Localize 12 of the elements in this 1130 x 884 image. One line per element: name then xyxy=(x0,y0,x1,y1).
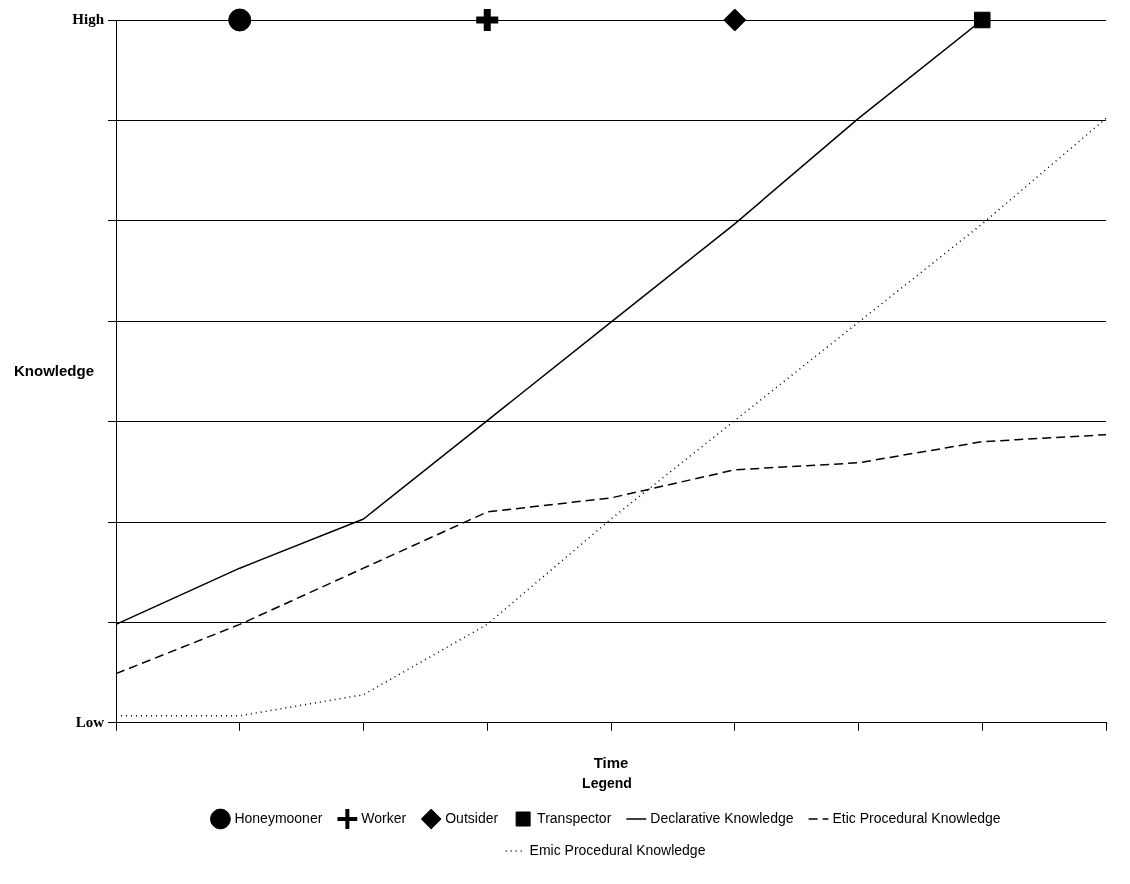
legend-label: Transpector xyxy=(537,809,612,826)
text: Low xyxy=(75,713,105,730)
legend-title: Legend xyxy=(582,775,632,792)
legend-label: Outsider xyxy=(445,809,499,826)
legend-label: Etic Procedural Knowledge xyxy=(832,809,1001,826)
text: High xyxy=(72,10,105,27)
y-axis-title: Knowledge xyxy=(14,361,95,379)
legend-label: Honeymooner xyxy=(234,809,323,826)
x-axis-title: Time xyxy=(593,754,629,772)
legend-label: Emic Procedural Knowledge xyxy=(529,841,706,858)
legend-label: Declarative Knowledge xyxy=(650,809,794,826)
legend-label: Worker xyxy=(361,809,407,826)
